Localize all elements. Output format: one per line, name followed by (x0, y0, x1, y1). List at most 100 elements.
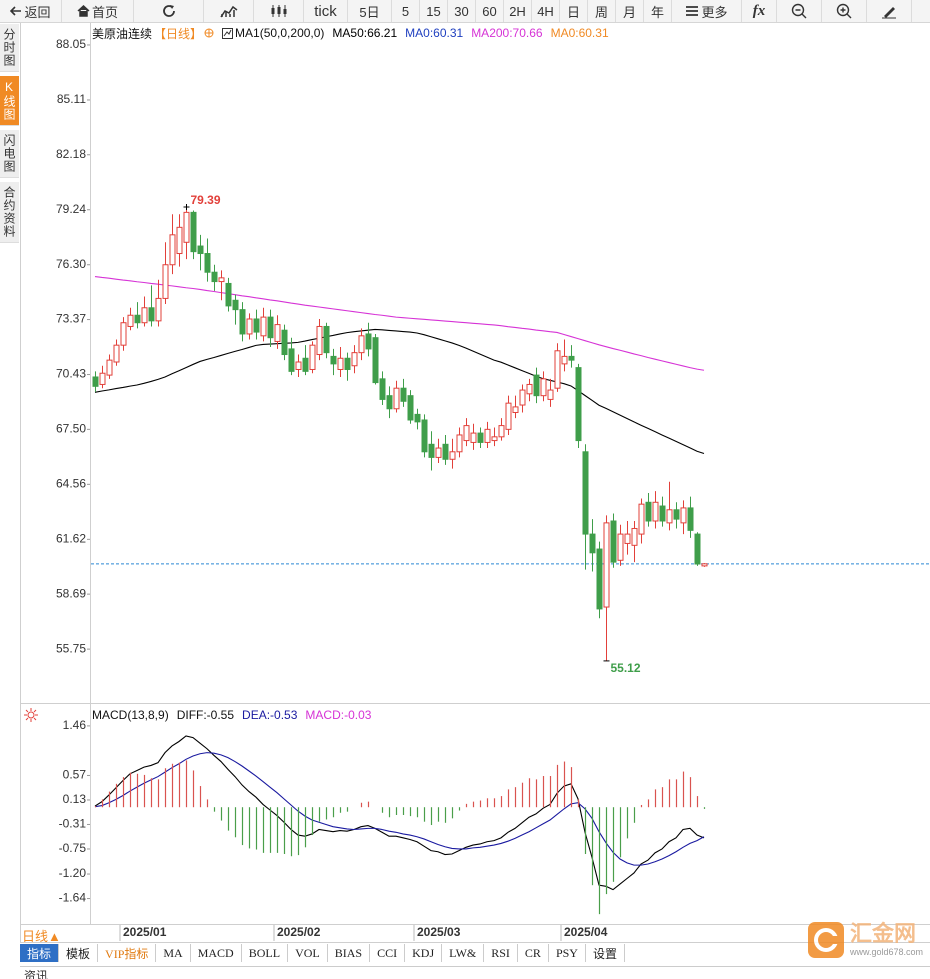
more-button[interactable]: 更多 (672, 0, 742, 22)
candle-body (155, 297, 162, 322)
candle-body (582, 451, 589, 535)
zoom-out-button[interactable] (777, 0, 822, 22)
candle-body (113, 344, 120, 363)
y-tick-label: 64.56 (56, 477, 86, 491)
period-button[interactable]: 2H (504, 0, 532, 22)
candle-body (463, 425, 470, 442)
tab[interactable]: 指标 (20, 944, 60, 962)
candle-body (267, 316, 274, 339)
tab[interactable]: VOL (288, 944, 328, 962)
watermark-url: www.gold678.com (850, 947, 924, 957)
candle-body (414, 413, 421, 423)
expand-button[interactable] (912, 0, 930, 22)
candle-body (162, 264, 169, 299)
label: 首页 (91, 4, 118, 20)
candle-body (330, 355, 337, 365)
period-button[interactable]: 4H (532, 0, 560, 22)
tab[interactable]: BOLL (242, 944, 289, 962)
candle-body (169, 234, 176, 266)
toolbar: 返回 首页 tick 5日 5 15 30 60 2H 4H 日 周 月 年 更… (0, 0, 930, 23)
period-button[interactable]: 5日 (348, 0, 392, 22)
period-button[interactable]: 60 (476, 0, 504, 22)
candle-body (379, 378, 386, 400)
period-selector[interactable]: 日线▲ (22, 929, 61, 944)
candle-body (561, 355, 568, 365)
y-tick-label: 0.13 (63, 792, 87, 806)
candle-body (477, 432, 484, 443)
tab[interactable]: CR (518, 944, 549, 962)
draw-button[interactable] (867, 0, 912, 22)
candle-body (673, 509, 680, 520)
tab[interactable]: 设置 (586, 944, 625, 962)
candle-body (260, 316, 267, 337)
candle-button[interactable] (254, 0, 304, 22)
candle-body (358, 335, 365, 354)
home-button[interactable]: 首页 (62, 0, 134, 22)
candle-body (183, 211, 190, 243)
candle-body (253, 318, 260, 333)
y-tick-label: 67.50 (56, 422, 86, 436)
period-button[interactable]: 日 (560, 0, 588, 22)
candle-body (274, 324, 281, 342)
watermark-name: 汇金网 (850, 921, 917, 946)
candle-body (645, 501, 652, 522)
indicator-text: MA1(50,0,200,0) (235, 26, 325, 40)
settings-icon[interactable] (204, 28, 214, 38)
tick-button[interactable]: tick (304, 0, 348, 22)
candle-body (99, 372, 106, 385)
candle-body (694, 533, 701, 565)
ma-line (94, 328, 705, 454)
tab[interactable]: MA (156, 944, 191, 962)
label: 返回 (24, 4, 51, 20)
y-tick-label: 79.24 (56, 202, 86, 216)
back-button[interactable]: 返回 (0, 0, 62, 22)
sidebar-tab[interactable]: 合约资料 (0, 182, 19, 243)
candle-body (204, 253, 211, 273)
candle-body (386, 395, 393, 410)
tab[interactable]: PSY (549, 944, 586, 962)
refresh-button[interactable] (134, 0, 204, 22)
candle-body (652, 501, 659, 522)
tab[interactable]: MACD (191, 944, 242, 962)
tab[interactable]: CCI (370, 944, 406, 962)
tab[interactable]: KDJ (405, 944, 443, 962)
candle-body (568, 355, 575, 361)
candle-body (666, 509, 673, 524)
period-button[interactable]: 30 (448, 0, 476, 22)
period-button[interactable]: 年 (644, 0, 672, 22)
candle-body (540, 378, 547, 397)
candle-body (512, 406, 519, 414)
candle-body (519, 389, 526, 406)
period-button[interactable]: 月 (616, 0, 644, 22)
indicator-icon[interactable] (24, 708, 38, 722)
sidebar-tab[interactable]: 闪电图 (0, 130, 19, 178)
candle-body (687, 507, 694, 531)
y-tick-label: 73.37 (56, 312, 86, 326)
legend-entry: MA50:66.21 (332, 26, 398, 40)
macd-line (94, 735, 705, 891)
candle-body (120, 322, 127, 346)
sidebar-tab[interactable]: 分时图 (0, 24, 19, 72)
tab[interactable]: BIAS (328, 944, 371, 962)
tab[interactable]: LW& (442, 944, 485, 962)
tab[interactable]: RSI (484, 944, 518, 962)
y-tick-label: -0.31 (59, 817, 87, 831)
zoom-in-button[interactable] (822, 0, 867, 22)
tab[interactable]: VIP指标 (98, 944, 157, 962)
candle-body (225, 282, 232, 307)
sidebar-tab[interactable]: K线图 (0, 76, 19, 126)
candle-body (554, 350, 561, 389)
period-button[interactable]: 周 (588, 0, 616, 22)
indicator-tabs: 指标 模板 VIP指标 MA MACD BOLL VOL BIAS CCI KD… (20, 944, 625, 962)
candle-body (407, 395, 414, 421)
candle-body (218, 277, 225, 283)
tab[interactable]: 模板 (59, 944, 99, 962)
period-button[interactable]: 5 (392, 0, 420, 22)
formula-button[interactable]: fx (742, 0, 777, 22)
footer-tab[interactable]: 资讯 (20, 966, 930, 979)
watermark: 汇金网 www.gold678.com (808, 922, 923, 958)
chart-type-button[interactable] (204, 0, 254, 22)
period-button[interactable]: 15 (420, 0, 448, 22)
high-annotation: 79.39 (191, 193, 221, 207)
